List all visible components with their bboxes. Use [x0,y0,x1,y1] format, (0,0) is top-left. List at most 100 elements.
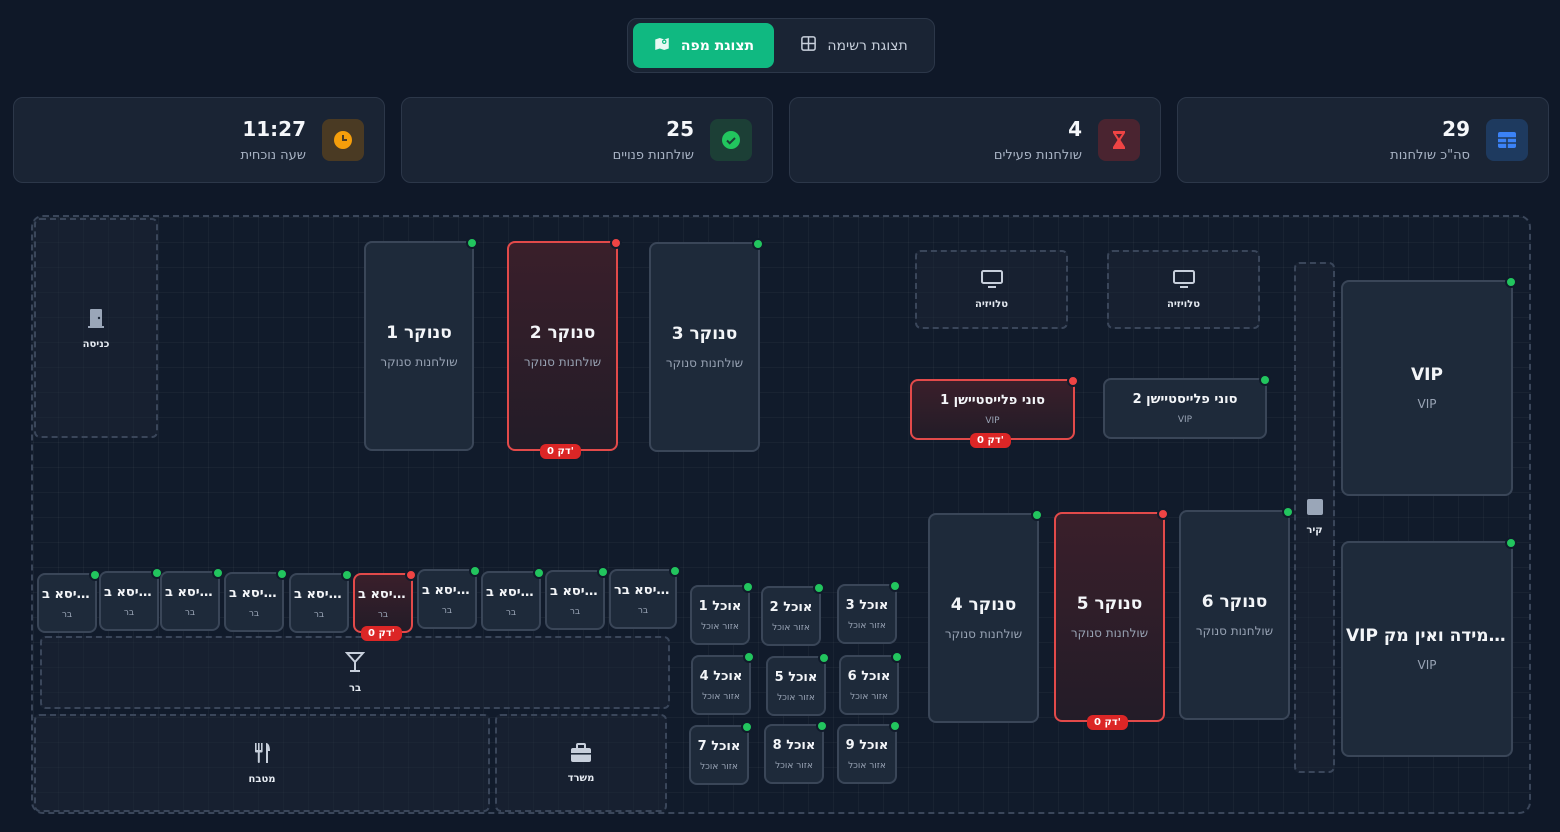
table-type: בר [313,609,325,620]
zone-label: מטבח [248,773,276,785]
table-playstation-2[interactable]: סוני פלייסטיישן 2 VIP [1103,374,1271,439]
table-snooker-1[interactable]: סנוקר 1 שולחנות סנוקר [364,237,478,451]
table-name: אוכל 5 [774,669,818,685]
table-name: VIP [1411,365,1443,385]
tv-icon [1172,269,1196,293]
map-icon [653,35,671,57]
map-view-button[interactable]: תצוגת מפה [633,23,774,68]
table-name: אוכל 1 [698,598,742,614]
table-food-2[interactable]: אוכל 2 אזור אוכל [761,582,825,646]
bar-seat-8[interactable]: כיסא ב... בר [481,567,545,631]
briefcase-icon [570,742,592,767]
list-view-button[interactable]: תצוגת רשימה [778,23,930,68]
table-name: סנוקר 4 [950,595,1017,615]
utensils-icon [252,742,272,768]
table-name: סנוקר 5 [1076,594,1143,614]
view-toggle: תצוגת מפה תצוגת רשימה [627,18,935,73]
zone-entrance: כניסה [34,218,158,438]
table-name: כיסא בר... [614,582,675,598]
table-snooker-3[interactable]: סנוקר 3 שולחנות סנוקר [649,238,764,452]
table-snooker-4[interactable]: סנוקר 4 שולחנות סנוקר [928,509,1043,723]
bar-seat-2[interactable]: כיסא ב... בר [99,567,163,631]
status-dot-free [889,720,901,732]
bar-seat-4[interactable]: כיסא ב... בר [224,568,288,632]
table-type: אזור אוכל [777,692,815,703]
bar-seat-1[interactable]: כיסא ב... בר [37,569,101,633]
table-name: כיסא ב... [550,583,603,599]
zone-office: משרד [495,714,667,812]
table-name: כיסא ב... [358,586,411,602]
table-snooker-5[interactable]: סנוקר 5 שולחנות סנוקר 0 דק' [1054,508,1169,730]
stat-active-tables: 4 שולחנות פעילים [789,97,1161,183]
zone-tv-2: טלויזיה [1107,250,1260,329]
table-playstation-1[interactable]: סוני פלייסטיישן 1 VIP 0 דק' [910,375,1079,448]
zone-kitchen: מטבח [34,714,490,812]
list-view-label: תצוגת רשימה [827,37,908,54]
stat-label: שולחנות פנויים [612,148,694,163]
bar-seat-9[interactable]: כיסא ב... בר [545,566,609,630]
table-snooker-2[interactable]: סנוקר 2 שולחנות סנוקר 0 דק' [507,237,622,459]
bar-seat-7[interactable]: כיסא ב... בר [417,565,481,629]
status-dot-free [533,567,545,579]
table-name: כיסא ב... [104,584,157,600]
status-dot-active [1067,375,1079,387]
table-food-8[interactable]: אוכל 8 אזור אוכל [764,720,828,784]
status-dot-free [889,580,901,592]
table-food-1[interactable]: אוכל 1 אזור אוכל [690,581,754,645]
zone-label: טלויזיה [974,299,1009,310]
timer-badge: 0 דק' [1087,715,1128,730]
table-name: אוכל 6 [847,668,891,684]
table-name: VIP במידה ואין מק... [1346,626,1511,646]
bar-seat-3[interactable]: כיסא ב... בר [160,567,224,631]
table-name: סנוקר 6 [1201,592,1268,612]
stat-label: שעה נוכחית [240,148,306,163]
table-type: VIP [1417,658,1437,672]
zone-label: משרד [567,772,595,784]
table-food-9[interactable]: אוכל 9 אזור אוכל [837,720,901,784]
table-type: בר [61,609,73,620]
bar-seat-6[interactable]: כיסא ב... בר 0 דק' [353,569,417,641]
wall-icon [1306,499,1323,519]
table-type: שולחנות סנוקר [380,355,458,369]
table-type: שולחנות סנוקר [944,627,1023,641]
table-name: אוכל 2 [769,599,813,615]
table-snooker-6[interactable]: סנוקר 6 שולחנות סנוקר [1179,506,1294,720]
table-name: סנוקר 2 [529,323,596,343]
clock-icon [322,119,364,161]
zone-label: בר [348,683,362,694]
status-dot-free [752,238,764,250]
table-name: כיסא ב... [294,586,347,602]
timer-badge: 0 דק' [970,433,1011,448]
status-dot-free [818,652,830,664]
timer-badge: 0 דק' [540,444,581,459]
table-type: אזור אוכל [850,691,888,702]
status-dot-free [741,721,753,733]
table-type: אזור אוכל [700,761,738,772]
status-dot-free [742,581,754,593]
status-dot-free [1505,276,1517,288]
table-type: בר [637,605,649,616]
table-food-5[interactable]: אוכל 5 אזור אוכל [766,652,830,716]
status-dot-free [597,566,609,578]
status-dot-active [610,237,622,249]
table-type: אזור אוכל [848,620,886,631]
status-dot-free [891,651,903,663]
bar-seat-5[interactable]: כיסא ב... בר [289,569,353,633]
table-type: אזור אוכל [775,760,813,771]
table-name: אוכל 7 [697,738,741,754]
table-food-4[interactable]: אוכל 4 אזור אוכל [691,651,755,715]
table-name: כיסא ב... [42,586,95,602]
table-food-6[interactable]: אוכל 6 אזור אוכל [839,651,903,715]
table-vip-2[interactable]: VIP במידה ואין מק... VIP [1341,537,1517,757]
table-vip-1[interactable]: VIP VIP [1341,276,1517,496]
table-name: כיסא ב... [229,585,282,601]
table-food-3[interactable]: אוכל 3 אזור אוכל [837,580,901,644]
table-type: שולחנות סנוקר [1195,624,1274,638]
table-type: שולחנות סנוקר [1070,626,1149,640]
status-dot-free [276,568,288,580]
zone-wall: קיר [1294,262,1335,773]
door-icon [85,307,107,333]
bar-seat-10[interactable]: כיסא בר... בר [609,565,681,629]
table-food-7[interactable]: אוכל 7 אזור אוכל [689,721,753,785]
zone-bar: בר [40,636,670,709]
